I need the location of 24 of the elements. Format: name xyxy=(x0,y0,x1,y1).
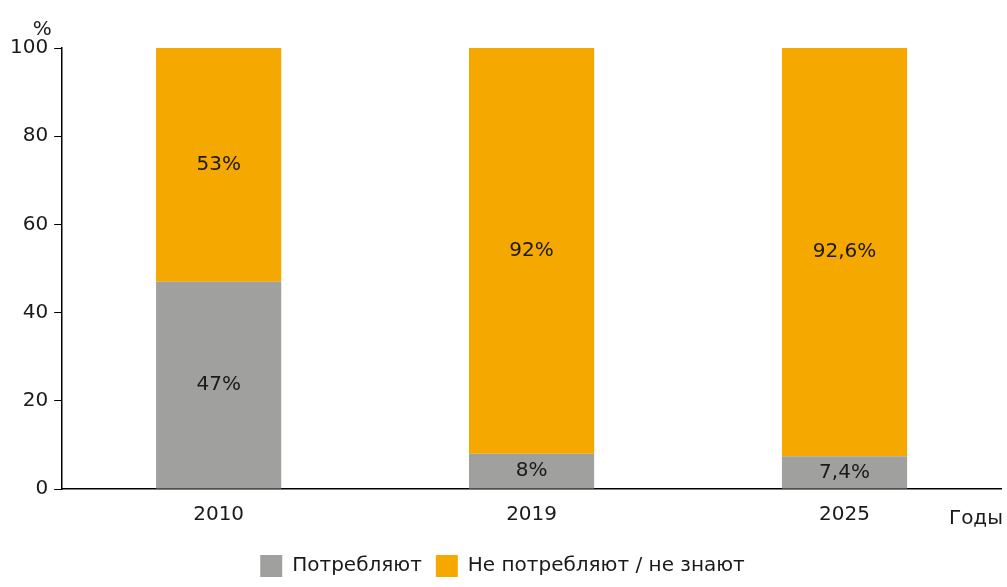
x-tick-label: 2025 xyxy=(819,501,870,526)
y-tick-label: 100 xyxy=(9,34,49,59)
x-tick-label: 2019 xyxy=(506,501,558,526)
bar xyxy=(469,453,595,489)
y-tick-label: 20 xyxy=(22,387,49,411)
data-label: 47% xyxy=(196,371,241,396)
data-label: 8% xyxy=(515,457,548,482)
y-tick-label: 0 xyxy=(35,475,49,500)
x-axis-title: Годы xyxy=(948,505,1003,530)
x-tick-label: 2010 xyxy=(193,501,245,526)
legend-label: Не потребляют / не знают xyxy=(467,552,746,577)
legend-label: Потребляют xyxy=(292,552,423,577)
data-label: 92,6% xyxy=(812,238,877,263)
y-tick-label: 40 xyxy=(22,298,49,323)
data-label: 92% xyxy=(509,237,554,262)
y-tick-label: 60 xyxy=(22,210,49,235)
y-tick-label: 80 xyxy=(22,122,49,147)
bar xyxy=(469,48,595,454)
bar xyxy=(781,48,908,457)
bar xyxy=(156,48,282,282)
data-label: 7,4% xyxy=(819,458,870,483)
bar xyxy=(156,281,282,489)
bar xyxy=(781,456,908,489)
data-label: 53% xyxy=(196,151,241,176)
